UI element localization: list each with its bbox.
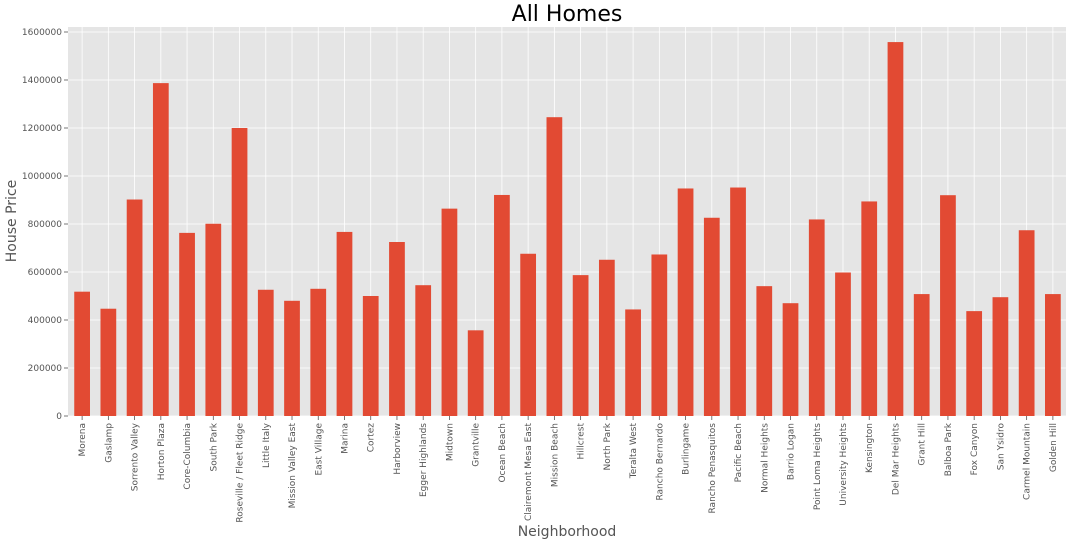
bar [966,311,983,416]
x-tick-label: South Park [209,422,219,471]
bar [467,330,484,416]
bar [74,291,90,416]
y-tick-label: 1400000 [22,76,62,86]
x-tick-label: Core-Columbia [183,423,193,490]
bar [126,199,143,416]
bar [703,217,720,416]
y-axis-title: House Price [4,180,20,262]
x-tick-label: Horton Plaza [157,423,167,480]
x-tick-label: East Village [314,423,324,476]
y-tick-label: 1000000 [22,172,62,182]
x-tick-label: Mission Beach [550,423,560,487]
bars [74,42,1061,417]
bar [205,223,222,416]
bar [415,285,432,416]
bar [179,232,195,416]
x-tick-label: Sorrento Valley [131,422,141,491]
x-tick-label: Mission Valley East [288,423,298,509]
bar [861,201,878,416]
bar [625,309,641,416]
x-tick-label: Gaslamp [104,423,114,463]
x-tick-label: Hillcrest [577,423,587,460]
bar [913,294,930,416]
bar [835,272,851,416]
bar [389,242,405,416]
x-axis-title: Neighborhood [518,524,617,540]
y-tick-label: 1200000 [22,124,62,134]
x-tick-label: Grant Hill [918,423,928,466]
x-tick-label: Harborview [393,423,403,475]
x-tick-label: Carmel Mountain [1023,423,1033,500]
x-tick-label: Rancho Penasquitos [708,423,718,514]
x-tick-label: Roseville / Fleet Ridge [236,423,246,523]
bar [441,208,458,416]
bar [520,253,537,416]
y-axis-ticks: 0 200000 400000 600000 800000 1000000 1200000 1… [22,28,68,422]
bar [1045,294,1061,416]
y-tick-label: 0 [56,412,62,422]
bar [651,254,668,416]
x-tick-label: Kensington [865,423,875,473]
x-tick-label: Morena [78,423,88,457]
x-tick-label: Del Mar Heights [891,423,901,495]
bar [572,275,589,416]
bar [940,195,956,416]
x-tick-label: Point Loma Heights [813,423,823,510]
bar [782,303,799,416]
x-tick-label: Golden Hill [1049,423,1059,472]
x-tick-label: Cortez [367,423,377,453]
x-tick-label: Normal Heights [760,423,770,493]
bar [992,297,1009,416]
y-tick-label: 1600000 [22,28,62,38]
x-tick-label: North Park [603,422,613,470]
bar [362,296,379,416]
bar [336,231,353,416]
bar [1018,230,1035,416]
bar [808,219,825,416]
bar [284,300,300,416]
x-tick-label: Teralta West [629,423,639,480]
x-tick-label: Fox Canyon [970,423,980,475]
y-tick-label: 800000 [28,220,63,230]
bar [887,42,904,417]
x-tick-label: Burlingame [682,423,692,475]
x-tick-label: Grantville [472,423,482,467]
y-tick-label: 400000 [28,316,63,326]
x-tick-label: Egger Highlands [419,423,429,497]
x-tick-label: Barrio Logan [787,423,797,480]
x-tick-label: Pacific Beach [734,423,744,482]
x-tick-label: Balboa Park [944,422,954,476]
x-tick-label: Midtown [445,423,455,461]
bar [494,194,510,416]
bar [546,117,563,416]
bar [598,259,615,416]
bar [677,188,694,416]
x-tick-label: University Heights [839,423,849,506]
x-tick-label: Marina [340,423,350,454]
bar [730,187,746,416]
y-tick-label: 200000 [28,364,63,374]
bar [310,288,327,416]
bar [231,128,248,416]
x-tick-label: Ocean Beach [498,423,508,483]
x-axis-ticks: Morena Gaslamp Sorrento Valley Horton Plaza… [78,416,1059,523]
x-tick-label: San Ysidro [996,423,1006,471]
x-tick-label: Clairemont Mesa East [524,423,534,521]
bar [257,289,274,416]
chart-title: All Homes [512,2,623,27]
bar [152,83,169,417]
y-tick-label: 600000 [28,268,63,278]
bar [100,308,117,416]
bar [756,286,773,416]
x-tick-label: Rancho Bernardo [655,423,665,501]
x-tick-label: Little Italy [262,422,272,468]
